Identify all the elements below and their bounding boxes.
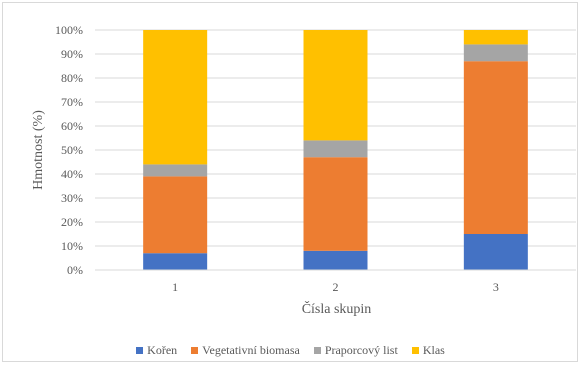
legend: Kořen Vegetativní biomasa Praporcový list K… <box>0 343 581 358</box>
y-tick-label: 80% <box>61 71 83 85</box>
legend-swatch <box>313 347 321 354</box>
x-axis-ticks: 1 2 3 <box>172 280 499 294</box>
x-tick-label: 1 <box>172 280 178 294</box>
y-tick-label: 60% <box>61 119 83 133</box>
legend-item: Klas <box>411 343 445 358</box>
y-tick-label: 100% <box>55 23 83 37</box>
legend-label: Kořen <box>147 343 178 357</box>
y-tick-label: 70% <box>61 95 83 109</box>
y-axis-title: Hmotnost (%) <box>31 110 46 190</box>
bars <box>143 30 528 270</box>
bar-segment <box>303 140 368 158</box>
y-tick-label: 0% <box>67 263 83 277</box>
y-tick-label: 20% <box>61 215 83 229</box>
legend-item: Vegetativní biomasa <box>191 343 300 358</box>
legend-swatch <box>191 347 199 354</box>
x-tick-label: 3 <box>493 280 499 294</box>
bar-segment <box>463 30 528 45</box>
legend-label: Vegetativní biomasa <box>202 343 300 357</box>
legend-item: Praporcový list <box>313 343 398 358</box>
y-tick-label: 30% <box>61 191 83 205</box>
x-tick-label: 2 <box>333 280 339 294</box>
bar-segment <box>143 253 208 270</box>
legend-swatch <box>136 347 144 354</box>
y-tick-label: 40% <box>61 167 83 181</box>
bar-segment <box>143 30 208 165</box>
bar-segment <box>303 157 368 251</box>
bar-segment <box>463 61 528 235</box>
x-axis-title: Čísla skupin <box>302 300 372 317</box>
bar-segment <box>143 176 208 254</box>
y-axis-ticks: 0% 10% 20% 30% 40% 50% 60% 70% 80% 90% 100% <box>55 23 83 277</box>
legend-label: Praporcový list <box>324 343 398 357</box>
legend-item: Kořen <box>136 343 177 358</box>
legend-label: Klas <box>422 343 445 357</box>
bar-segment <box>303 30 368 141</box>
legend-swatch <box>411 347 419 354</box>
bar-segment <box>143 164 208 177</box>
y-tick-label: 90% <box>61 47 83 61</box>
y-tick-label: 10% <box>61 239 83 253</box>
bar-segment <box>303 250 368 270</box>
bar-segment <box>463 234 528 270</box>
y-tick-label: 50% <box>61 143 83 157</box>
bar-segment <box>463 44 528 62</box>
